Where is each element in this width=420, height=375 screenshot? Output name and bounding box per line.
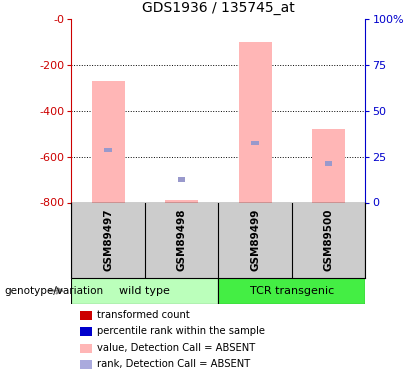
Bar [92,81,125,203]
Title: GDS1936 / 135745_at: GDS1936 / 135745_at [142,1,295,15]
Text: transformed count: transformed count [97,310,189,320]
Text: GSM89499: GSM89499 [250,209,260,271]
Bar [105,148,112,152]
Text: GSM89497: GSM89497 [103,209,113,272]
Text: rank, Detection Call = ABSENT: rank, Detection Call = ABSENT [97,360,250,369]
Text: value, Detection Call = ABSENT: value, Detection Call = ABSENT [97,343,255,353]
Bar [239,42,272,203]
Bar [312,129,345,203]
Bar [71,278,218,304]
Text: wild type: wild type [119,286,171,296]
Text: genotype/variation: genotype/variation [4,286,103,296]
Text: GSM89498: GSM89498 [177,209,186,271]
Bar [178,177,185,182]
Bar [218,278,365,304]
Text: TCR transgenic: TCR transgenic [250,286,334,296]
Text: GSM89500: GSM89500 [324,209,333,271]
Text: percentile rank within the sample: percentile rank within the sample [97,327,265,336]
Bar [325,161,332,165]
Bar [165,200,198,202]
Bar [252,141,259,145]
